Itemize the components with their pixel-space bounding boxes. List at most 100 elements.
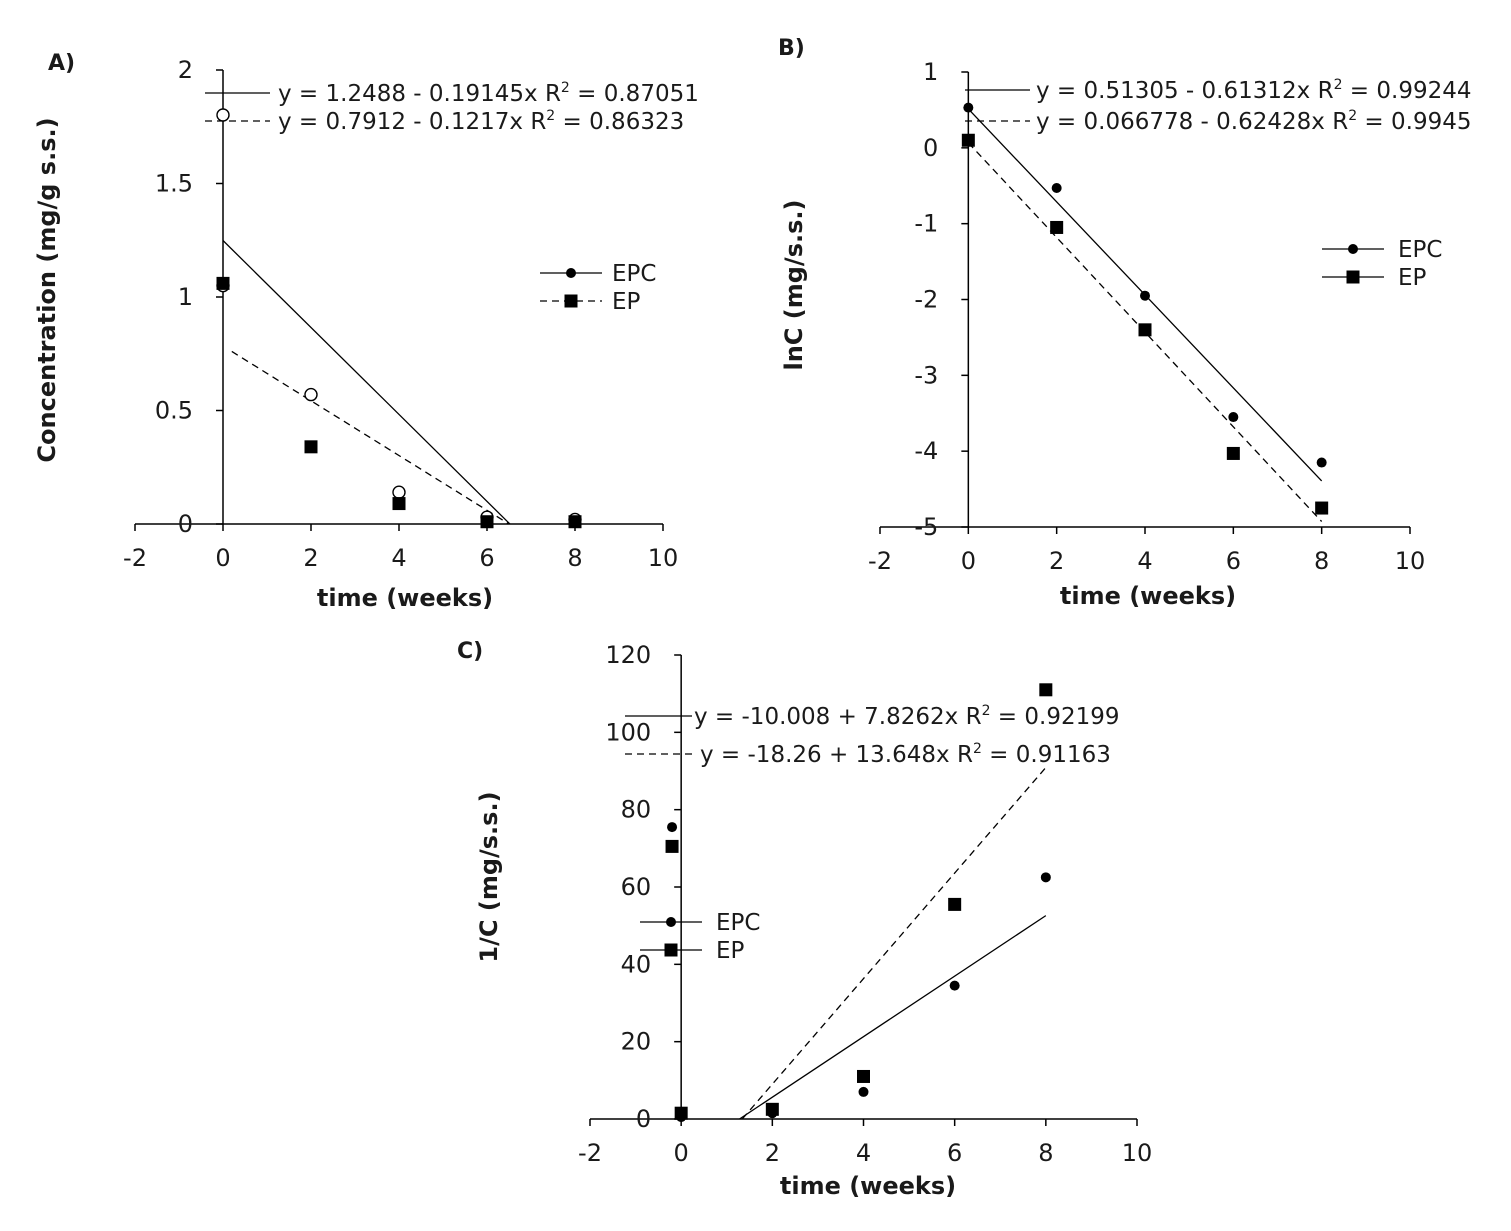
data-point-epc: [949, 980, 960, 991]
legend-label: EPC: [1398, 237, 1442, 263]
data-point-epc: [1051, 183, 1062, 194]
y-tick-label: 1: [923, 58, 938, 86]
data-point-ep: [1315, 501, 1329, 515]
data-point-ep: [674, 1106, 688, 1120]
x-tick-label: 2: [1049, 547, 1064, 575]
y-axis-title: Concentration (mg/g s.s.): [33, 117, 61, 462]
panel-label: A): [48, 51, 75, 76]
x-tick-label: -2: [868, 547, 892, 575]
y-tick-label: 80: [621, 796, 652, 824]
data-point-ep: [1138, 323, 1152, 337]
fit-equation: y = 1.2488 - 0.19145x R2 = 0.87051: [278, 80, 699, 107]
data-point-epc: [1140, 290, 1150, 301]
x-tick-label: 8: [1038, 1139, 1053, 1167]
data-point-epc: [667, 822, 678, 833]
legend-label: EP: [1398, 265, 1427, 291]
data-point-epc: [392, 485, 406, 499]
x-tick-label: 0: [674, 1139, 689, 1167]
y-tick-label: -5: [914, 513, 938, 541]
x-tick-label: 4: [856, 1139, 871, 1167]
x-tick-label: 10: [1395, 547, 1426, 575]
y-tick-label: 60: [621, 873, 652, 901]
data-point-ep: [948, 897, 962, 911]
fit-equation: y = 0.51305 - 0.61312x R2 = 0.99244: [1036, 77, 1472, 104]
y-tick-label: -2: [914, 286, 938, 314]
data-point-ep: [1039, 683, 1053, 697]
fit-line-dashed: [231, 350, 510, 525]
y-tick-label: 100: [605, 718, 651, 746]
y-tick-label: 20: [621, 1028, 652, 1056]
x-tick-label: 8: [1314, 547, 1329, 575]
legend-marker-ep: [564, 294, 578, 308]
legend-marker-ep: [1346, 270, 1360, 284]
fit-line-dashed: [741, 767, 1047, 1120]
panel-label: C): [457, 639, 483, 664]
chart-panel-2: B) -2 0 2 4 6 8 10 -5 -4 -3 -2 -1 0 1 time (weeks) lnC (…: [778, 36, 1472, 610]
x-tick-label: 0: [215, 544, 230, 572]
legend-label: EPC: [612, 261, 656, 287]
fit-equation: y = 0.7912 - 0.1217x R2 = 0.86323: [278, 108, 684, 135]
data-point-ep: [857, 1069, 870, 1083]
fit-equation: y = -10.008 + 7.8262x R2 = 0.92199: [694, 703, 1120, 730]
y-tick-label: 2: [178, 56, 193, 84]
data-point-ep: [392, 497, 406, 511]
fit-equation: y = 0.066778 - 0.62428x R2 = 0.9945: [1036, 108, 1472, 135]
x-tick-label: 2: [765, 1139, 780, 1167]
data-point-epc: [858, 1086, 869, 1097]
legend-label: EP: [716, 938, 745, 964]
data-point-epc: [1040, 872, 1051, 883]
data-point-ep: [480, 515, 494, 529]
x-axis-title: time (weeks): [1060, 582, 1236, 610]
legend-marker-epc: [566, 268, 576, 278]
data-point-epc: [1228, 412, 1239, 423]
y-tick-label: 0: [636, 1105, 651, 1133]
y-tick-label: 120: [605, 641, 651, 669]
y-tick-label: -4: [914, 437, 938, 465]
x-tick-label: 0: [961, 547, 976, 575]
data-point-ep: [216, 276, 230, 290]
y-tick-label: 0.5: [155, 397, 193, 425]
data-point-ep: [304, 440, 318, 454]
y-tick-label: 0: [178, 510, 193, 538]
equation-key-marker: [216, 108, 230, 122]
x-tick-label: 4: [1137, 547, 1152, 575]
x-tick-label: 2: [303, 544, 318, 572]
x-tick-label: 6: [479, 544, 494, 572]
x-tick-label: 10: [1122, 1139, 1153, 1167]
x-axis-title: time (weeks): [317, 584, 493, 612]
y-tick-label: -3: [914, 361, 938, 389]
data-point-ep: [1050, 220, 1064, 234]
data-point-epc: [304, 387, 318, 402]
x-tick-label: 6: [947, 1139, 962, 1167]
legend-label: EP: [612, 289, 641, 315]
y-tick-label: 1.5: [155, 170, 193, 198]
data-point-epc: [963, 102, 974, 113]
y-tick-label: 1: [178, 283, 193, 311]
y-tick-label: 40: [621, 950, 652, 978]
x-tick-label: -2: [578, 1139, 602, 1167]
x-tick-label: -2: [123, 544, 147, 572]
data-point-epc: [1316, 457, 1327, 468]
chart-panel-1: A) -2 0 2 4 6 8 10 0 0.5 1 1.5 2 time (weeks) Concentr…: [33, 51, 699, 612]
data-point-ep: [765, 1102, 779, 1116]
data-point-ep: [665, 839, 679, 853]
legend-marker-epc: [1348, 244, 1358, 254]
data-point-ep: [568, 515, 582, 529]
y-tick-label: 0: [923, 134, 938, 162]
x-tick-label: 8: [567, 544, 582, 572]
y-axis-title: lnC (mg/s.s.): [780, 200, 808, 371]
x-tick-label: 4: [391, 544, 406, 572]
y-axis-title: 1/C (mg/s.s.): [475, 791, 503, 962]
legend-marker-ep: [664, 943, 678, 957]
data-point-ep: [1226, 446, 1240, 460]
legend-marker-epc: [666, 917, 676, 927]
fit-line-solid: [739, 915, 1047, 1120]
x-tick-label: 10: [648, 544, 679, 572]
fit-equation: y = -18.26 + 13.648x R2 = 0.91163: [700, 741, 1111, 768]
data-point-ep: [961, 133, 975, 147]
y-tick-label: -1: [914, 210, 938, 238]
fit-line-solid: [222, 240, 511, 525]
